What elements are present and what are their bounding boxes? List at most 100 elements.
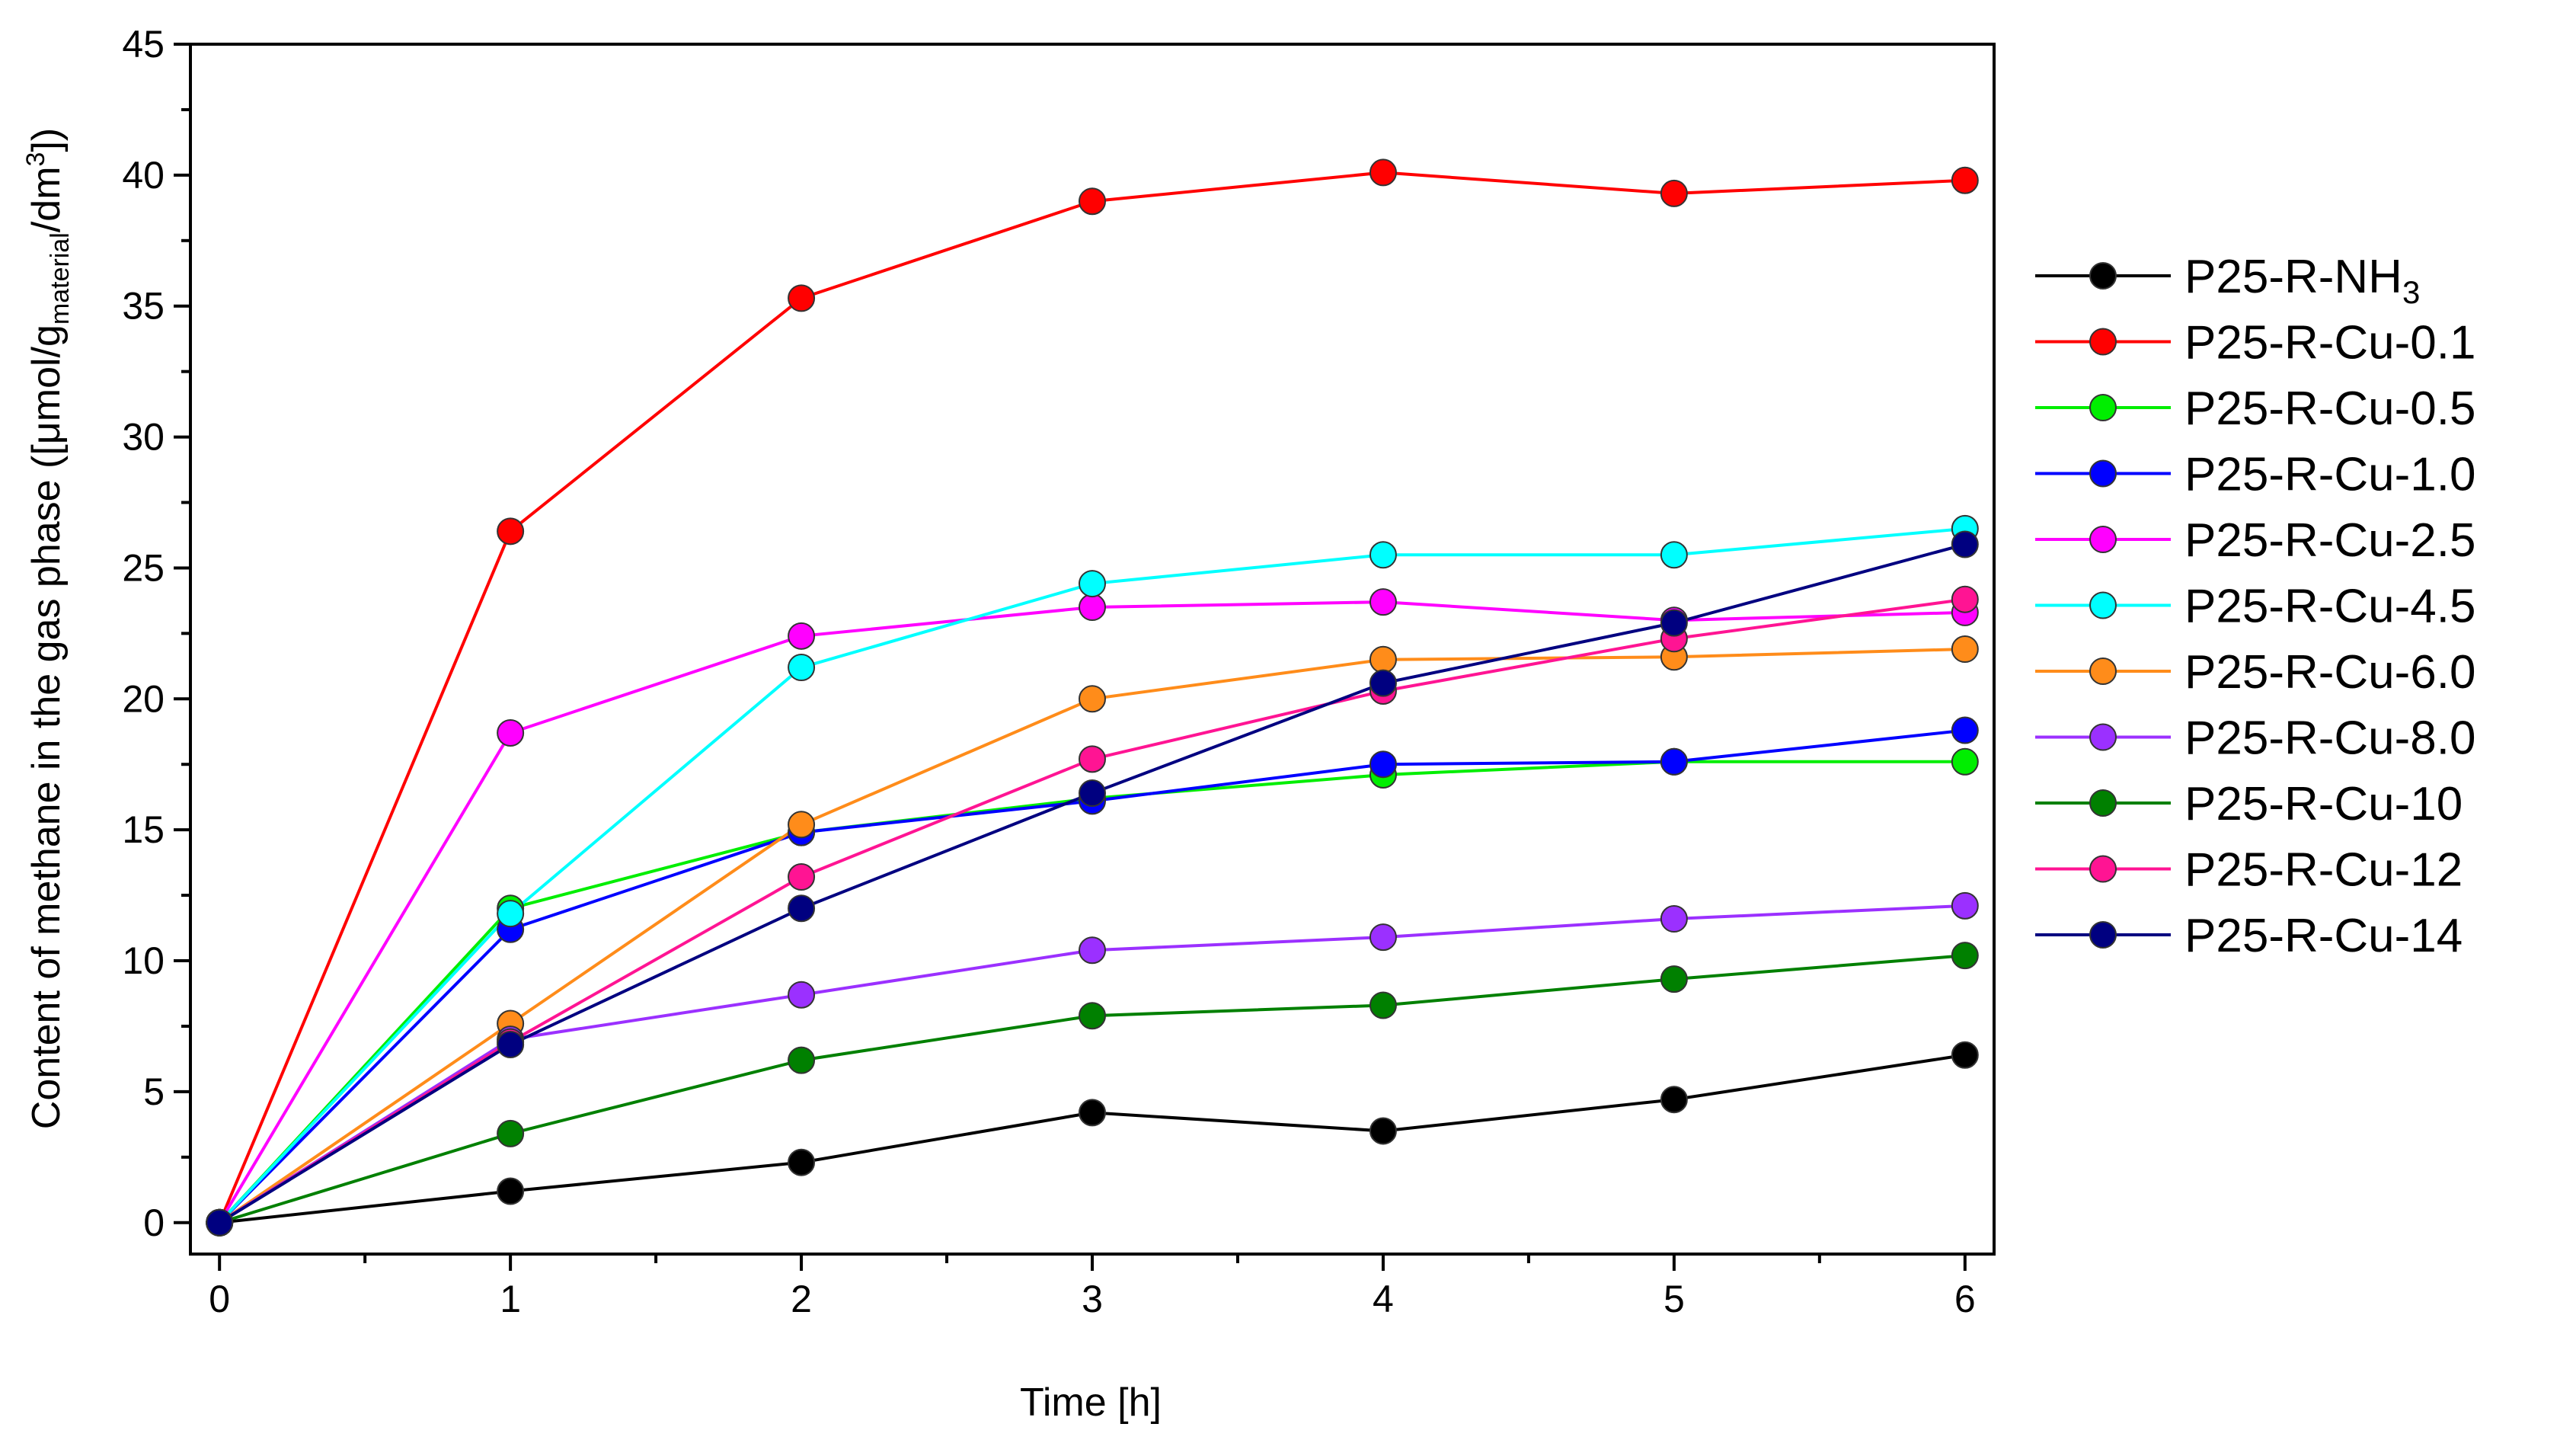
series-0-point-1 bbox=[497, 1177, 525, 1205]
series-7-point-4 bbox=[1369, 923, 1397, 952]
legend-label-0: P25-R-NH3 bbox=[2184, 251, 2420, 310]
series-6-point-3 bbox=[1079, 685, 1106, 713]
legend-label-text-3: P25-R-Cu-1.0 bbox=[2184, 449, 2475, 501]
series-1-point-1 bbox=[497, 517, 525, 546]
y-axis-title: Content of methane in the gas phase ([μm… bbox=[21, 128, 75, 1129]
legend-marker-5 bbox=[2089, 591, 2117, 619]
legend-label-9: P25-R-Cu-12 bbox=[2184, 844, 2463, 897]
legend-label-text-1: P25-R-Cu-0.1 bbox=[2184, 317, 2475, 370]
x-tick-label-1: 1 bbox=[500, 1278, 521, 1320]
legend: P25-R-NH3 P25-R-Cu-0.1 P25-R-Cu-0.5 P25-R-C… bbox=[2035, 251, 2475, 962]
series-8-point-1 bbox=[497, 1119, 525, 1147]
series-6-point-2 bbox=[788, 811, 816, 839]
series-2-point-6 bbox=[1951, 747, 1979, 776]
legend-label-text-5: P25-R-Cu-4.5 bbox=[2184, 581, 2475, 633]
series-1-point-5 bbox=[1660, 179, 1688, 207]
series-5-point-4 bbox=[1369, 541, 1397, 569]
legend-label-3: P25-R-Cu-1.0 bbox=[2184, 449, 2475, 501]
series-5-point-2 bbox=[788, 654, 816, 682]
series-8-point-4 bbox=[1369, 991, 1397, 1019]
series-10-point-3 bbox=[1079, 779, 1106, 808]
legend-label-text-2: P25-R-Cu-0.5 bbox=[2184, 382, 2475, 435]
series-7-point-3 bbox=[1079, 936, 1106, 965]
legend-label-text-7: P25-R-Cu-8.0 bbox=[2184, 712, 2475, 765]
x-tick-label-0: 0 bbox=[209, 1278, 230, 1320]
y-tick-label-45: 45 bbox=[122, 23, 165, 66]
series-6-point-4 bbox=[1369, 645, 1397, 674]
x-tick-label-3: 3 bbox=[1082, 1278, 1103, 1320]
legend-label-text-9: P25-R-Cu-12 bbox=[2184, 844, 2463, 897]
x-tick-label-4: 4 bbox=[1373, 1278, 1394, 1320]
series-0-point-5 bbox=[1660, 1086, 1688, 1114]
y-tick-label-15: 15 bbox=[122, 808, 165, 851]
legend-marker-2 bbox=[2089, 394, 2117, 421]
legend-label-sub-0: 3 bbox=[2402, 274, 2420, 310]
x-tick-label-2: 2 bbox=[791, 1278, 812, 1320]
legend-marker-3 bbox=[2089, 459, 2117, 488]
legend-label-8: P25-R-Cu-10 bbox=[2184, 778, 2463, 830]
x-tick-label-5: 5 bbox=[1664, 1278, 1685, 1320]
legend-label-text-10: P25-R-Cu-14 bbox=[2184, 910, 2463, 962]
y-axis-title-sup: 3 bbox=[21, 152, 50, 167]
series-4-point-1 bbox=[497, 718, 525, 747]
legend-marker-9 bbox=[2089, 855, 2117, 883]
legend-marker-8 bbox=[2089, 789, 2117, 817]
legend-label-2: P25-R-Cu-0.5 bbox=[2184, 382, 2475, 435]
series-8-point-3 bbox=[1079, 1002, 1106, 1030]
series-10-point-2 bbox=[788, 894, 816, 923]
series-9-point-3 bbox=[1079, 745, 1106, 773]
series-0-point-4 bbox=[1369, 1117, 1397, 1145]
legend-label-10: P25-R-Cu-14 bbox=[2184, 910, 2463, 962]
y-tick-label-30: 30 bbox=[122, 416, 165, 459]
plot-area bbox=[206, 158, 1979, 1237]
series-10-point-1 bbox=[497, 1031, 525, 1059]
series-9-point-2 bbox=[788, 863, 816, 891]
x-axis-title: Time [h] bbox=[1020, 1381, 1162, 1425]
series-4-point-2 bbox=[788, 622, 816, 650]
series-0-point-3 bbox=[1079, 1099, 1106, 1127]
legend-label-text-4: P25-R-Cu-2.5 bbox=[2184, 514, 2475, 567]
series-7-point-5 bbox=[1660, 905, 1688, 933]
y-axis-title-suffix: ]) bbox=[24, 128, 69, 152]
series-4-point-3 bbox=[1079, 594, 1106, 622]
legend-label-1: P25-R-Cu-0.1 bbox=[2184, 317, 2475, 370]
series-10-point-0 bbox=[206, 1208, 234, 1237]
y-tick-label-10: 10 bbox=[122, 939, 165, 982]
legend-marker-7 bbox=[2089, 723, 2117, 751]
y-tick-label-20: 20 bbox=[122, 677, 165, 720]
series-10-point-6 bbox=[1951, 530, 1979, 558]
legend-marker-10 bbox=[2089, 921, 2117, 949]
series-8-point-6 bbox=[1951, 942, 1979, 970]
series-9-point-6 bbox=[1951, 585, 1979, 613]
legend-marker-4 bbox=[2089, 526, 2117, 553]
legend-marker-0 bbox=[2089, 262, 2117, 290]
series-8-point-5 bbox=[1660, 965, 1688, 993]
y-axis-title-mu: μ bbox=[24, 421, 69, 444]
series-1-point-6 bbox=[1951, 166, 1979, 194]
series-7-point-6 bbox=[1951, 891, 1979, 920]
series-0-point-2 bbox=[788, 1148, 816, 1176]
series-1-point-3 bbox=[1079, 187, 1106, 216]
legend-label-7: P25-R-Cu-8.0 bbox=[2184, 712, 2475, 765]
legend-label-4: P25-R-Cu-2.5 bbox=[2184, 514, 2475, 567]
series-3-point-4 bbox=[1369, 750, 1397, 779]
y-axis-title-slash: /dm bbox=[24, 166, 69, 232]
series-7-point-2 bbox=[788, 981, 816, 1009]
legend-label-5: P25-R-Cu-4.5 bbox=[2184, 581, 2475, 633]
legend-marker-1 bbox=[2089, 328, 2117, 356]
y-axis-title-prefix: Content of methane in the gas phase ([ bbox=[24, 444, 69, 1130]
series-5-point-3 bbox=[1079, 570, 1106, 598]
y-axis-title-mid: mol/g bbox=[24, 325, 69, 421]
legend-label-text-6: P25-R-Cu-6.0 bbox=[2184, 646, 2475, 699]
legend-marker-6 bbox=[2089, 658, 2117, 685]
series-10-point-5 bbox=[1660, 609, 1688, 637]
x-tick-label-6: 6 bbox=[1954, 1278, 1976, 1320]
y-tick-label-0: 0 bbox=[143, 1201, 165, 1244]
series-10-point-4 bbox=[1369, 669, 1397, 697]
series-6-point-6 bbox=[1951, 635, 1979, 663]
series-5-point-1 bbox=[497, 900, 525, 928]
series-4-point-4 bbox=[1369, 588, 1397, 616]
y-tick-label-25: 25 bbox=[122, 546, 165, 589]
